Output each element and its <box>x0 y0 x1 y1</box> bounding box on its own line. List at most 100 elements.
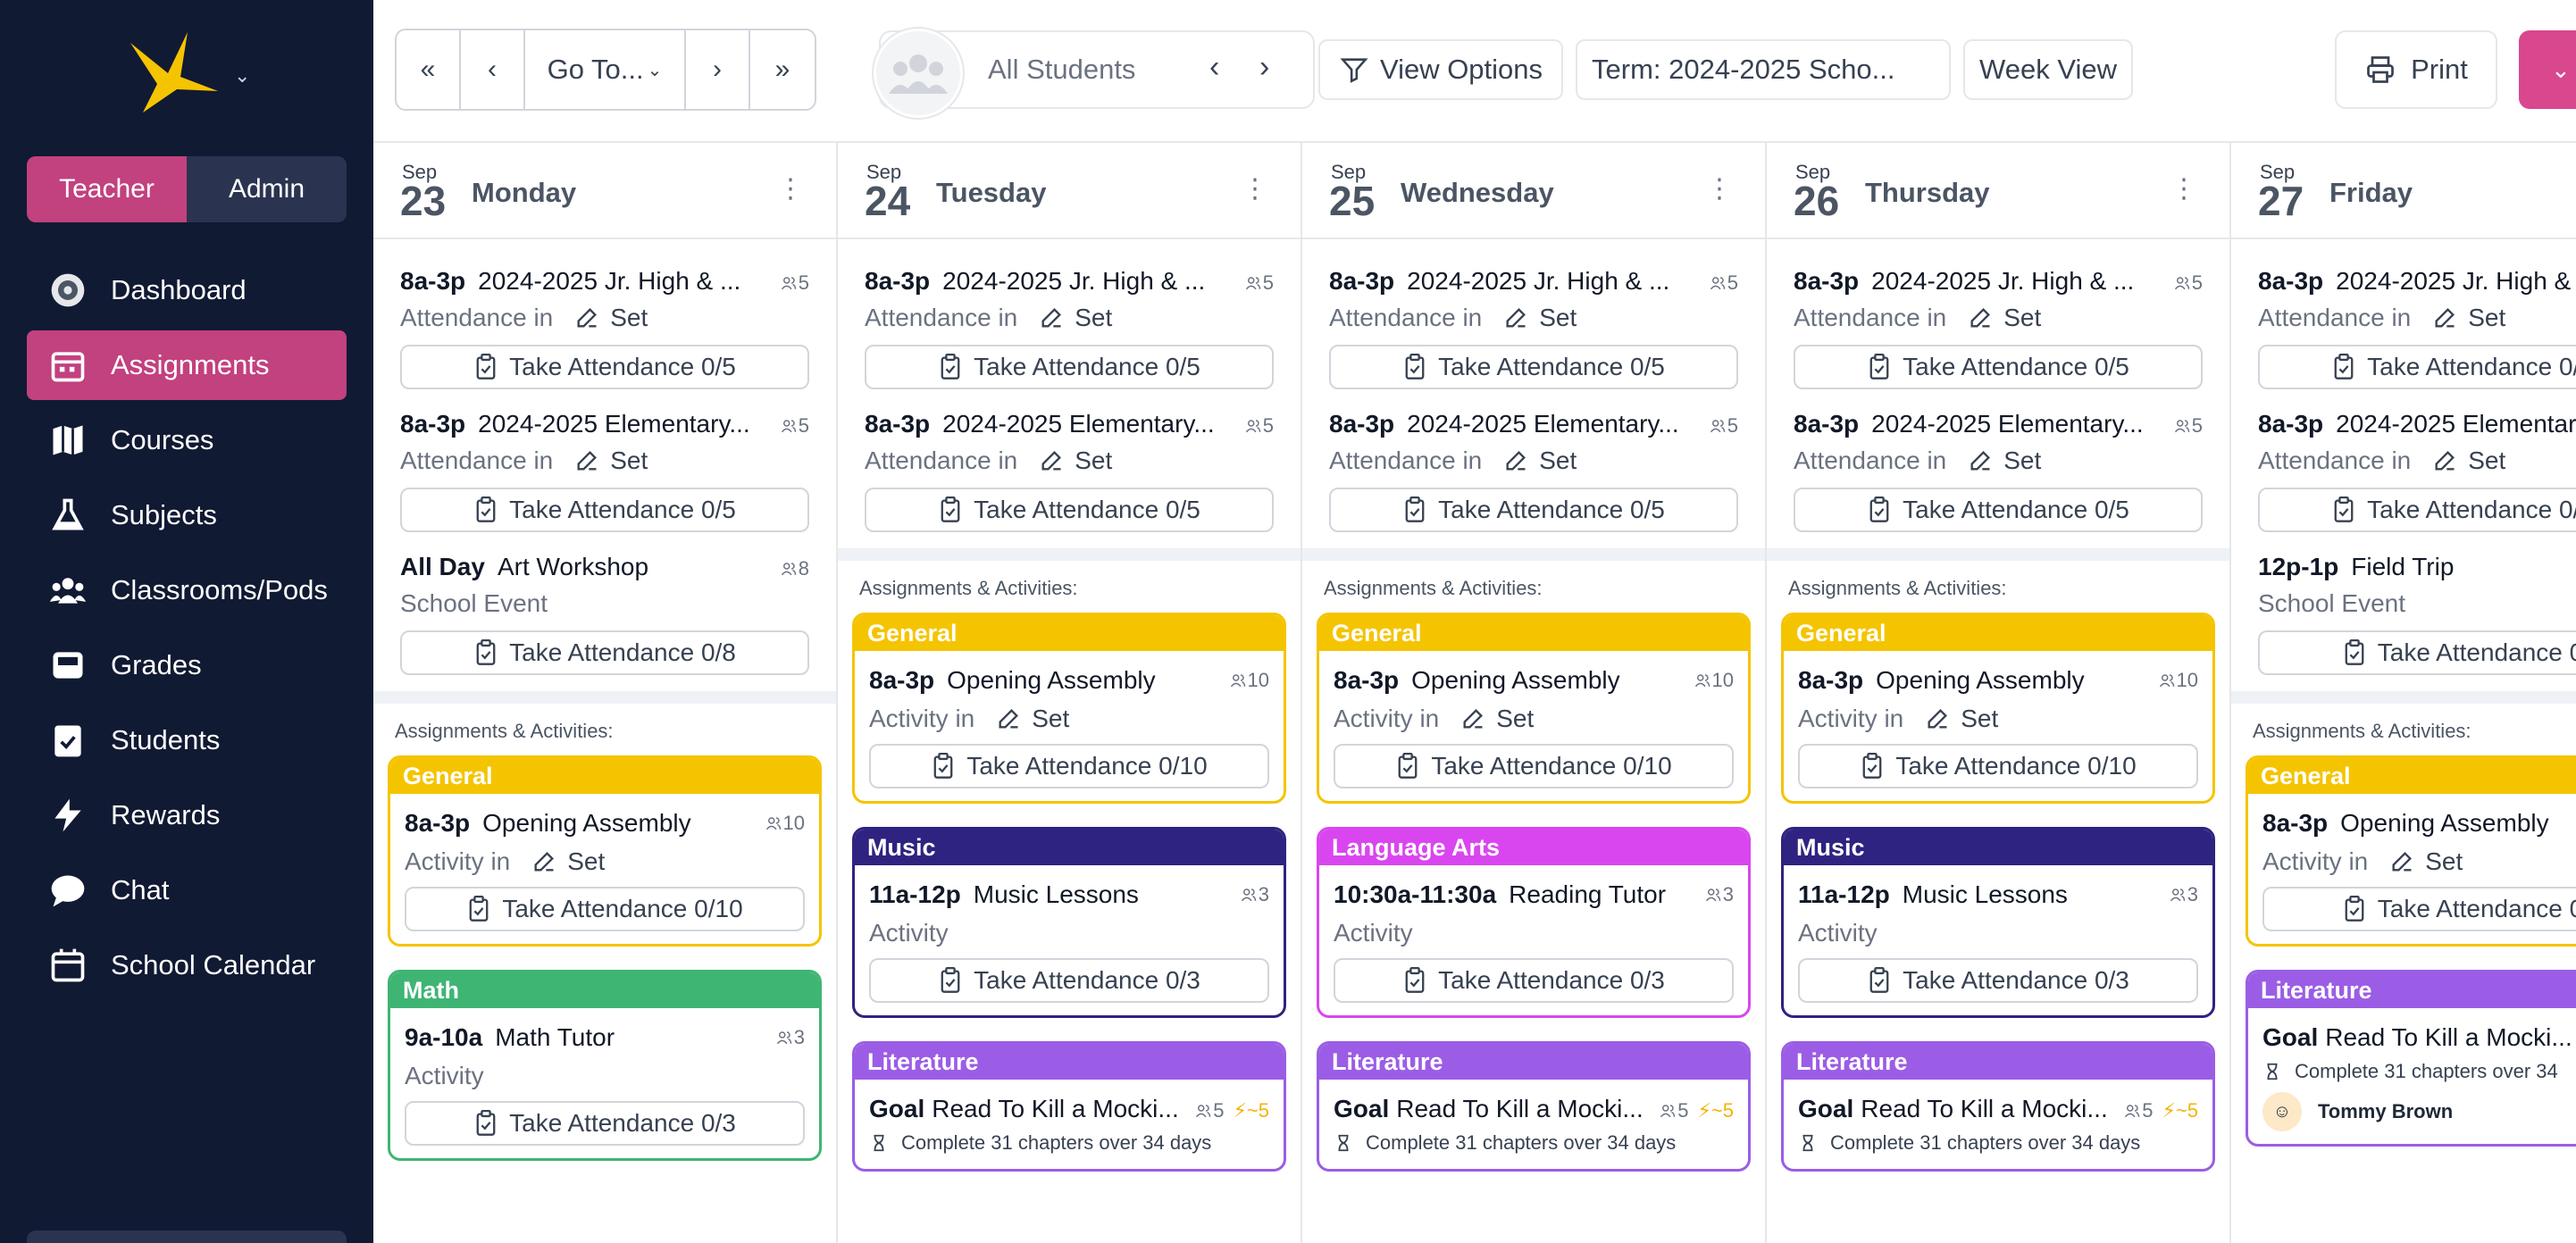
sidebar-item-rewards[interactable]: Rewards <box>27 780 347 850</box>
take-attendance-button[interactable]: Take Attendance 0/5 <box>1794 345 2203 389</box>
set-link[interactable]: Set <box>996 705 1069 733</box>
logo[interactable] <box>125 32 232 113</box>
take-attendance-button[interactable]: Take Attendance 0/5 <box>1329 488 1738 532</box>
set-link[interactable]: Set <box>1039 304 1112 332</box>
sidebar-item-courses[interactable]: Courses <box>27 405 347 475</box>
event-time: 8a-3p <box>1794 267 1860 295</box>
sidebar-item-school-calendar[interactable]: School Calendar <box>27 930 347 1000</box>
set-link[interactable]: Set <box>1039 446 1112 475</box>
sidebar-item-grades[interactable]: Grades <box>27 630 347 700</box>
activity-card[interactable]: Language Arts 10:30a-11:30a Reading Tutor 3… <box>1317 827 1751 1018</box>
activity-card[interactable]: Music 11a-12p Music Lessons 3 Activity Take A… <box>1781 827 2215 1018</box>
take-attendance-button[interactable]: Take Attendance 0/3 <box>1334 958 1734 1003</box>
set-link[interactable]: Set <box>2389 847 2463 876</box>
set-link[interactable]: Set <box>2432 304 2505 332</box>
calendar-event[interactable]: 8a-3p 2024-2025 Jr. High & ... 5 Attendance… <box>1329 263 1738 389</box>
more-vertical-icon[interactable]: ⋮ <box>2170 174 2197 204</box>
set-link[interactable]: Set <box>1968 446 2041 475</box>
last-page-button[interactable]: » <box>774 54 790 84</box>
activity-card[interactable]: Math 9a-10a Math Tutor 3 Activity Take Attend… <box>388 970 822 1161</box>
activity-card[interactable]: Literature Goal Read To Kill a Mocki... 5 ⚡ ~… <box>852 1041 1286 1172</box>
more-vertical-icon[interactable]: ⋮ <box>1242 174 1268 204</box>
first-page-button[interactable]: « <box>397 30 461 109</box>
set-link[interactable]: Set <box>1460 705 1534 733</box>
role-teacher-button[interactable]: Teacher <box>27 156 187 222</box>
day-name: Thursday <box>1865 177 1990 208</box>
take-attendance-button[interactable]: Take Attendance 0/3 <box>869 958 1269 1003</box>
set-link[interactable]: Set <box>1503 446 1577 475</box>
activity-card[interactable]: General 8a-3p Opening Assembly 10 Activity i… <box>1317 613 1751 804</box>
role-admin-button[interactable]: Admin <box>228 174 305 204</box>
set-link[interactable]: Set <box>574 446 648 475</box>
take-attendance-button[interactable]: Take Attendance 0/8 <box>400 630 809 675</box>
take-attendance-button[interactable]: Take Attendance 0/5 <box>1794 488 2203 532</box>
activity-card[interactable]: Literature Goal Read To Kill a Mocki... Com… <box>2246 970 2576 1147</box>
student-selector[interactable]: All Students ‹ › <box>874 29 1315 118</box>
take-attendance-button[interactable]: Take Attendance 0/5 <box>865 345 1274 389</box>
take-attendance-button[interactable]: Take Attendance 0/10 <box>1334 744 1734 788</box>
take-attendance-button[interactable]: Take Attendance 0/5 <box>400 488 809 532</box>
activity-card[interactable]: General 8a-3p Opening Assembly 10 Activity i… <box>1781 613 2215 804</box>
take-attendance-button[interactable]: Take Attendance 0/5 <box>2258 345 2576 389</box>
calendar-event[interactable]: 8a-3p 2024-2025 Elementary... Attendance i… <box>2258 405 2576 532</box>
calendar-event[interactable]: 8a-3p 2024-2025 Elementary... 5 Attendance … <box>865 405 1274 532</box>
take-attendance-button[interactable]: Take Attendance 0/10 <box>869 744 1269 788</box>
student-next-icon[interactable]: › <box>1259 50 1270 84</box>
set-link[interactable]: Set <box>531 847 605 876</box>
set-link[interactable]: Set <box>1968 304 2041 332</box>
activity-card[interactable]: General 8a-3p Opening Assembly Activity in S… <box>2246 755 2576 947</box>
more-vertical-icon[interactable]: ⋮ <box>777 174 804 204</box>
member-count: 3 <box>776 1026 805 1049</box>
activity-card[interactable]: Literature Goal Read To Kill a Mocki... 5 ⚡ ~… <box>1317 1041 1751 1172</box>
sidebar-item-dashboard[interactable]: Dashboard <box>27 255 347 325</box>
week-view-button[interactable]: Week View <box>1963 39 2133 100</box>
event-time: 8a-3p <box>865 410 931 438</box>
assignments-section-label: Assignments & Activities: <box>859 577 1078 599</box>
set-link[interactable]: Set <box>1925 705 1998 733</box>
calendar-event[interactable]: 8a-3p 2024-2025 Jr. High & ... 5 Attendance… <box>1794 263 2203 389</box>
calendar-event[interactable]: 8a-3p 2024-2025 Elementary... 5 Attendance … <box>400 405 809 532</box>
calendar-event[interactable]: 12p-1p Field Trip School Event Take Attenda… <box>2258 548 2576 675</box>
set-link[interactable]: Set <box>1503 304 1577 332</box>
take-attendance-button[interactable]: Take Attendance 0/5 <box>400 345 809 389</box>
calendar-event[interactable]: 8a-3p 2024-2025 Jr. High & ... 5 Attendance… <box>865 263 1274 389</box>
print-button[interactable]: Print <box>2335 30 2497 109</box>
actions-dropdown-button[interactable]: ⌄ <box>2519 30 2576 109</box>
activity-card[interactable]: Music 11a-12p Music Lessons 3 Activity Take A… <box>852 827 1286 1018</box>
take-attendance-button[interactable]: Take Attendance 0/3 <box>1798 958 2198 1003</box>
take-attendance-button[interactable]: Take Attendance 0/5 <box>865 488 1274 532</box>
next-button[interactable]: › <box>686 30 750 109</box>
student-prev-icon[interactable]: ‹ <box>1209 50 1220 84</box>
set-link[interactable]: Set <box>574 304 648 332</box>
activity-card[interactable]: General 8a-3p Opening Assembly 10 Activity i… <box>388 755 822 947</box>
day-column-tuesday: Sep 24 Tuesday ⋮ 8a-3p 2024-2025 Jr. High & .… <box>838 143 1302 1243</box>
student-chip[interactable]: ☺ Tommy Brown <box>2262 1092 2576 1131</box>
activity-card[interactable]: General 8a-3p Opening Assembly 10 Activity i… <box>852 613 1286 804</box>
prev-button[interactable]: ‹ <box>461 30 525 109</box>
event-title: 2024-2025 Elementary... <box>1407 410 1679 438</box>
sidebar-item-chat[interactable]: Chat <box>27 855 347 925</box>
take-attendance-button[interactable]: Take Attendance 0/10 <box>405 887 805 931</box>
calendar-event[interactable]: 8a-3p 2024-2025 Elementary... 5 Attendance … <box>1329 405 1738 532</box>
sidebar-item-assignments[interactable]: Assignments <box>27 330 347 400</box>
calendar-event[interactable]: 8a-3p 2024-2025 Jr. High & ... Attendance … <box>2258 263 2576 389</box>
more-vertical-icon[interactable]: ⋮ <box>1706 174 1733 204</box>
view-options-button[interactable]: View Options <box>1318 39 1563 100</box>
calendar-event[interactable]: 8a-3p 2024-2025 Jr. High & ... 5 Attendance… <box>400 263 809 389</box>
sidebar-item-classrooms-pods[interactable]: Classrooms/Pods <box>27 555 347 625</box>
take-attendance-button[interactable]: Take Attendance 0/10 <box>1798 744 2198 788</box>
logo-chevron-down-icon[interactable]: ⌄ <box>234 64 251 87</box>
set-link[interactable]: Set <box>2432 446 2505 475</box>
sidebar-item-students[interactable]: Students <box>27 705 347 775</box>
take-attendance-button[interactable]: Take Attendance 0 <box>2262 887 2576 931</box>
term-dropdown[interactable]: Term: 2024-2025 Scho... <box>1576 39 1951 100</box>
calendar-event[interactable]: 8a-3p 2024-2025 Elementary... 5 Attendance … <box>1794 405 2203 532</box>
take-attendance-button[interactable]: Take Attendance 0 <box>2258 630 2576 675</box>
goto-dropdown[interactable]: Go To... ⌄ <box>525 30 686 109</box>
take-attendance-button[interactable]: Take Attendance 0/5 <box>2258 488 2576 532</box>
take-attendance-button[interactable]: Take Attendance 0/5 <box>1329 345 1738 389</box>
sidebar-item-subjects[interactable]: Subjects <box>27 480 347 550</box>
calendar-event[interactable]: All Day Art Workshop 8 School Event Take Att… <box>400 548 809 675</box>
take-attendance-button[interactable]: Take Attendance 0/3 <box>405 1101 805 1146</box>
activity-card[interactable]: Literature Goal Read To Kill a Mocki... 5 ⚡ ~… <box>1781 1041 2215 1172</box>
